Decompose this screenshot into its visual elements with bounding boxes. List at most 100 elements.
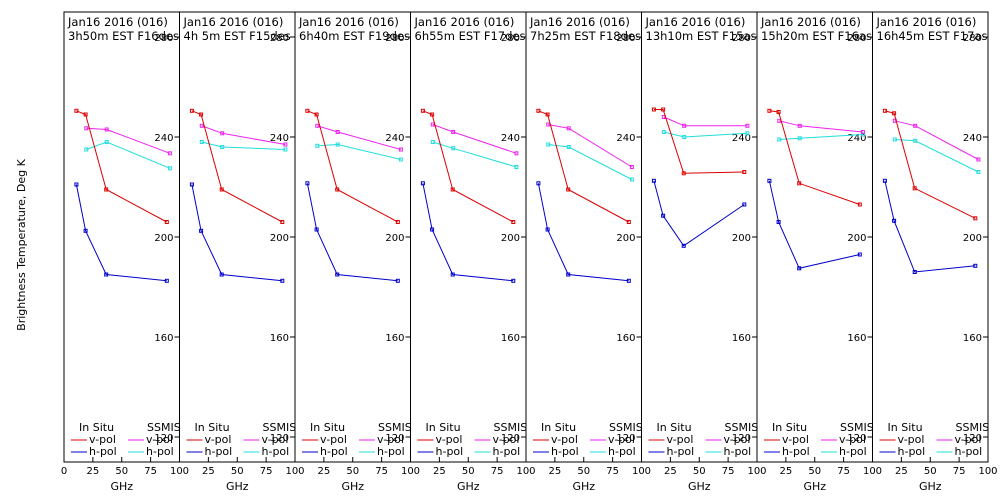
legend-label-ssmis-h: h-pol [146, 445, 174, 458]
panel-title-group: Jan16 2016 (016)6h55m EST F17des [414, 15, 526, 43]
x-axis-label: GHz [919, 480, 942, 493]
panel-title-group: Jan16 2016 (016)13h10m EST F15asc [645, 15, 757, 43]
x-tick-label: 75 [375, 466, 388, 477]
ssmis-h-point [566, 145, 571, 149]
insitu-h-point [651, 178, 656, 183]
insitu-v-point [857, 202, 862, 207]
y-tick-label: 240 [501, 133, 520, 144]
insitu-h-point [797, 266, 802, 271]
x-tick-label: 50 [346, 466, 359, 477]
insitu-v-point [219, 187, 224, 192]
insitu-h-point [305, 181, 310, 186]
insitu-v-point [189, 108, 194, 113]
insitu-v-point [335, 187, 340, 192]
insitu-v-point [420, 108, 425, 113]
panel-title-group: Jan16 2016 (016)4h 5m EST F15des [183, 15, 291, 43]
insitu-v-line [538, 110, 630, 223]
legend-label-ssmis-h: h-pol [262, 445, 290, 458]
panel-2: Jan16 2016 (016)4h 5m EST F15des 120 160 20… [179, 11, 305, 493]
insitu-h-point [74, 182, 79, 187]
ssmis-h-point [745, 131, 750, 136]
ssmis-h-point [546, 142, 551, 147]
x-tick-label: 25 [87, 466, 100, 477]
legend-title-ssmis: SSMIS [494, 421, 528, 434]
legend-label-ssmis-v: v-pol [493, 433, 520, 446]
panel-title-time: 6h55m EST F17des [415, 29, 526, 43]
insitu-v-point [536, 108, 541, 113]
insitu-h-point [661, 213, 666, 218]
legend-title-insitu: In Situ [79, 421, 114, 434]
ssmis-v-point [104, 127, 109, 132]
insitu-h-point [83, 228, 88, 233]
legend-title-insitu: In Situ [657, 421, 692, 434]
legend-label-insitu-h: h-pol [667, 445, 695, 458]
ssmis-h-point [430, 140, 435, 144]
y-tick-label: 200 [501, 233, 520, 244]
legend-label-insitu-v: v-pol [551, 433, 578, 446]
insitu-h-point [767, 178, 772, 183]
x-tick-label: 25 [549, 466, 562, 477]
panel-title-group: Jan16 2016 (016)3h50m EST F16des [67, 15, 179, 43]
x-tick-label: 50 [924, 466, 937, 477]
ssmis-v-point [913, 123, 918, 128]
x-tick-label: 75 [606, 466, 619, 477]
ssmis-v-line [894, 120, 979, 160]
y-tick-label: 120 [270, 433, 289, 444]
ssmis-v-line [86, 127, 171, 154]
ssmis-v-point [797, 123, 802, 128]
insitu-h-point [219, 272, 224, 277]
ssmis-v-line [779, 120, 863, 133]
insitu-v-point [776, 110, 781, 114]
insitu-h-line [191, 184, 283, 282]
y-tick-label: 280 [385, 33, 404, 44]
panel-8: Jan16 2016 (016)16h45m EST F17asc 120 160 2… [872, 11, 998, 493]
x-tick-label: 75 [260, 466, 273, 477]
ssmis-h-point [84, 147, 89, 152]
insitu-h-point [395, 278, 400, 283]
x-tick-label: 75 [722, 466, 735, 477]
y-tick-label: 240 [270, 133, 289, 144]
ssmis-v-point [335, 130, 340, 134]
x-tick-label: 100 [401, 466, 420, 477]
insitu-v-point [767, 108, 772, 113]
legend-title-ssmis: SSMIS [609, 421, 643, 434]
ssmis-h-point [913, 138, 918, 143]
x-tick-label: 50 [808, 466, 821, 477]
y-tick-label: 120 [501, 433, 520, 444]
ssmis-v-point [167, 151, 172, 156]
insitu-v-point [681, 171, 686, 176]
y-tick-label: 160 [963, 333, 982, 344]
panel-title-date: Jan16 2016 (016) [876, 15, 977, 29]
x-tick-label: 100 [285, 466, 304, 477]
insitu-h-point [335, 272, 340, 277]
x-tick-label: 100 [516, 466, 535, 477]
panel-6: Jan16 2016 (016)13h10m EST F15asc 120 160 2… [641, 11, 767, 493]
legend-label-ssmis-v: v-pol [262, 433, 289, 446]
insitu-v-point [164, 220, 169, 224]
ssmis-h-point [797, 136, 802, 141]
x-tick-label: 25 [318, 466, 331, 477]
insitu-h-point [626, 278, 631, 283]
panel-title-group: Jan16 2016 (016)16h45m EST F17asc [876, 15, 994, 43]
y-tick-label: 160 [732, 333, 751, 344]
x-tick-label: 75 [491, 466, 504, 477]
x-tick-label: 25 [202, 466, 215, 477]
ssmis-h-point [220, 145, 225, 149]
y-tick-label: 280 [847, 33, 866, 44]
legend-title-insitu: In Situ [541, 421, 576, 434]
insitu-v-point [104, 187, 109, 192]
x-axis-label: GHz [688, 480, 711, 493]
insitu-h-point [566, 272, 571, 277]
x-tick-label: 100 [632, 466, 651, 477]
insitu-v-point [511, 220, 516, 224]
panel-title-date: Jan16 2016 (016) [414, 15, 515, 29]
x-axis-label: GHz [803, 480, 826, 493]
ssmis-h-line [894, 139, 979, 173]
x-tick-label: 25 [433, 466, 446, 477]
panel-title-time: 16h45m EST F17asc [877, 29, 994, 43]
x-tick-label: 50 [115, 466, 128, 477]
legend-title-insitu: In Situ [310, 421, 345, 434]
insitu-h-point [776, 220, 781, 224]
